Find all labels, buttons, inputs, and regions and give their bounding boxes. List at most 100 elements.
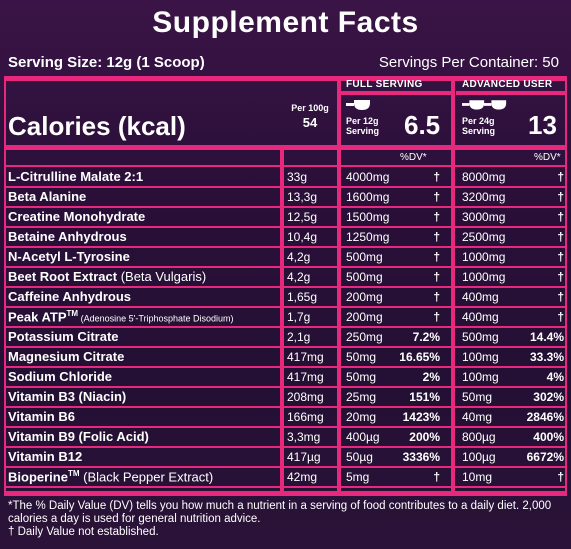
full-serving-dv: †: [433, 270, 440, 284]
row-divider: [4, 386, 567, 388]
ingredient-name: Peak ATPTM (Adenosine 5'-Triphosphate Di…: [8, 309, 234, 325]
row-divider: [4, 326, 567, 328]
full-serving-dv: 200%: [409, 430, 440, 444]
advanced-user-amount: 100mg: [462, 350, 499, 364]
row-divider: [4, 366, 567, 368]
per-100g-amount: 10,4g: [287, 230, 318, 244]
full-serving-amount: 50mg: [346, 370, 377, 384]
full-serving-dv: 151%: [409, 390, 440, 404]
advanced-user-amount: 3200mg: [462, 190, 506, 204]
full-serving-dv: 1423%: [402, 410, 440, 424]
scoop-icon: [462, 100, 485, 110]
advanced-dv-header: %DV*: [534, 152, 561, 163]
per-100g-amount: 3,3mg: [287, 430, 321, 444]
dv-header-divider: [4, 165, 567, 167]
advanced-user-strip: [456, 91, 567, 95]
full-serving-dv: †: [433, 210, 440, 224]
advanced-user-calories: Per 24g Serving 13: [462, 97, 562, 143]
table-row: Potassium Citrate 2,1g 250mg 7.2% 500mg 14.4%: [0, 327, 571, 347]
full-serving-amount: 250mg: [346, 330, 383, 344]
per-100g-calories: Per 100g 54: [284, 103, 336, 130]
advanced-user-dv: 4%: [546, 370, 564, 384]
row-divider: [4, 306, 567, 308]
row-divider: [4, 406, 567, 408]
full-serving-header: FULL SERVING: [346, 79, 423, 90]
advanced-user-amount: 800µg: [462, 430, 496, 444]
table-row: Vitamin B6 166mg 20mg 1423% 40mg 2846%: [0, 407, 571, 427]
table-row: Sodium Chloride 417mg 50mg 2% 100mg 4%: [0, 367, 571, 387]
advanced-user-dv: †: [557, 170, 564, 184]
row-divider: [4, 466, 567, 468]
full-serving-dv: †: [433, 470, 440, 484]
advanced-user-amount: 2500mg: [462, 230, 506, 244]
footnote: *The % Daily Value (DV) tells you how mu…: [8, 500, 563, 539]
ingredient-name: Vitamin B9 (Folic Acid): [8, 429, 149, 444]
full-serving-amount: 1250mg: [346, 230, 390, 244]
per-100g-amount: 4,2g: [287, 270, 311, 284]
row-divider: [4, 346, 567, 348]
advanced-user-amount: 50mg: [462, 390, 493, 404]
column-divider-right: [565, 76, 567, 493]
full-serving-amount: 500mg: [346, 270, 383, 284]
advanced-user-dv: 33.3%: [529, 350, 564, 364]
advanced-user-dv: †: [557, 310, 564, 324]
per-100g-amount: 1,65g: [287, 290, 318, 304]
full-serving-amount: 25mg: [346, 390, 377, 404]
scoop-icon: [346, 100, 370, 110]
footnote-dv: *The % Daily Value (DV) tells you how mu…: [8, 500, 552, 525]
table-row: Magnesium Citrate 417mg 50mg 16.65% 100mg 33.…: [0, 347, 571, 367]
scoop-icon: [484, 100, 507, 110]
advanced-user-amount: 10mg: [462, 470, 493, 484]
table-row: N-Acetyl L-Tyrosine 4,2g 500mg † 1000mg †: [0, 247, 571, 267]
advanced-user-amount: 40mg: [462, 410, 493, 424]
top-divider: [4, 76, 567, 81]
advanced-user-label: Per 24g Serving: [462, 116, 496, 136]
table-row: Peak ATPTM (Adenosine 5'-Triphosphate Di…: [0, 307, 571, 327]
table-row: Creatine Monohydrate 12,5g 1500mg † 3000mg †: [0, 207, 571, 227]
calories-label: Calories (kcal): [8, 111, 186, 141]
ingredient-name: Sodium Chloride: [8, 369, 112, 384]
advanced-user-amount: 3000mg: [462, 210, 506, 224]
per-100g-amount: 42mg: [287, 470, 318, 484]
full-serving-amount: 5mg: [346, 470, 370, 484]
per-100g-label: Per 100g: [291, 103, 329, 113]
advanced-user-dv: 400%: [533, 430, 564, 444]
full-dv-header: %DV*: [400, 152, 427, 163]
advanced-user-dv: †: [557, 210, 564, 224]
ingredient-name: Potassium Citrate: [8, 329, 119, 344]
table-row: BioperineTM (Black Pepper Extract) 42mg 5m…: [0, 467, 571, 487]
advanced-user-amount: 1000mg: [462, 270, 506, 284]
servings-per-container: Servings Per Container: 50: [378, 54, 559, 71]
row-divider: [4, 266, 567, 268]
per-100g-amount: 208mg: [287, 390, 324, 404]
full-serving-amount: 50mg: [346, 350, 377, 364]
advanced-user-dv: 6672%: [526, 450, 564, 464]
row-divider: [4, 486, 567, 488]
table-row: Betaine Anhydrous 10,4g 1250mg † 2500mg †: [0, 227, 571, 247]
ingredient-name: Caffeine Anhydrous: [8, 289, 132, 304]
per-100g-value: 54: [302, 115, 318, 130]
full-serving-dv: †: [433, 190, 440, 204]
ingredient-name: Vitamin B3 (Niacin): [8, 389, 127, 404]
column-divider-left: [4, 76, 6, 493]
per-100g-amount: 2,1g: [287, 330, 311, 344]
column-divider-1: [280, 148, 284, 493]
advanced-user-dv: †: [557, 190, 564, 204]
row-divider: [4, 226, 567, 228]
advanced-user-dv: 14.4%: [529, 330, 564, 344]
advanced-user-amount: 100µg: [462, 450, 496, 464]
ingredient-name: Magnesium Citrate: [8, 349, 125, 364]
advanced-user-dv: †: [557, 470, 564, 484]
ingredient-name: Creatine Monohydrate: [8, 209, 146, 224]
ingredient-name: Vitamin B6: [8, 409, 75, 424]
per-100g-amount: 12,5g: [287, 210, 318, 224]
per-100g-amount: 417µg: [287, 450, 321, 464]
full-serving-dv: 16.65%: [399, 350, 440, 364]
advanced-user-header: ADVANCED USER: [462, 79, 553, 90]
column-divider-2: [337, 76, 341, 493]
footnote-dagger: † Daily Value not established.: [8, 526, 159, 538]
per-100g-amount: 166mg: [287, 410, 324, 424]
ingredient-name: N-Acetyl L-Tyrosine: [8, 249, 130, 264]
advanced-user-amount: 400mg: [462, 310, 499, 324]
table-row: Beet Root Extract (Beta Vulgaris) 4,2g 500…: [0, 267, 571, 287]
